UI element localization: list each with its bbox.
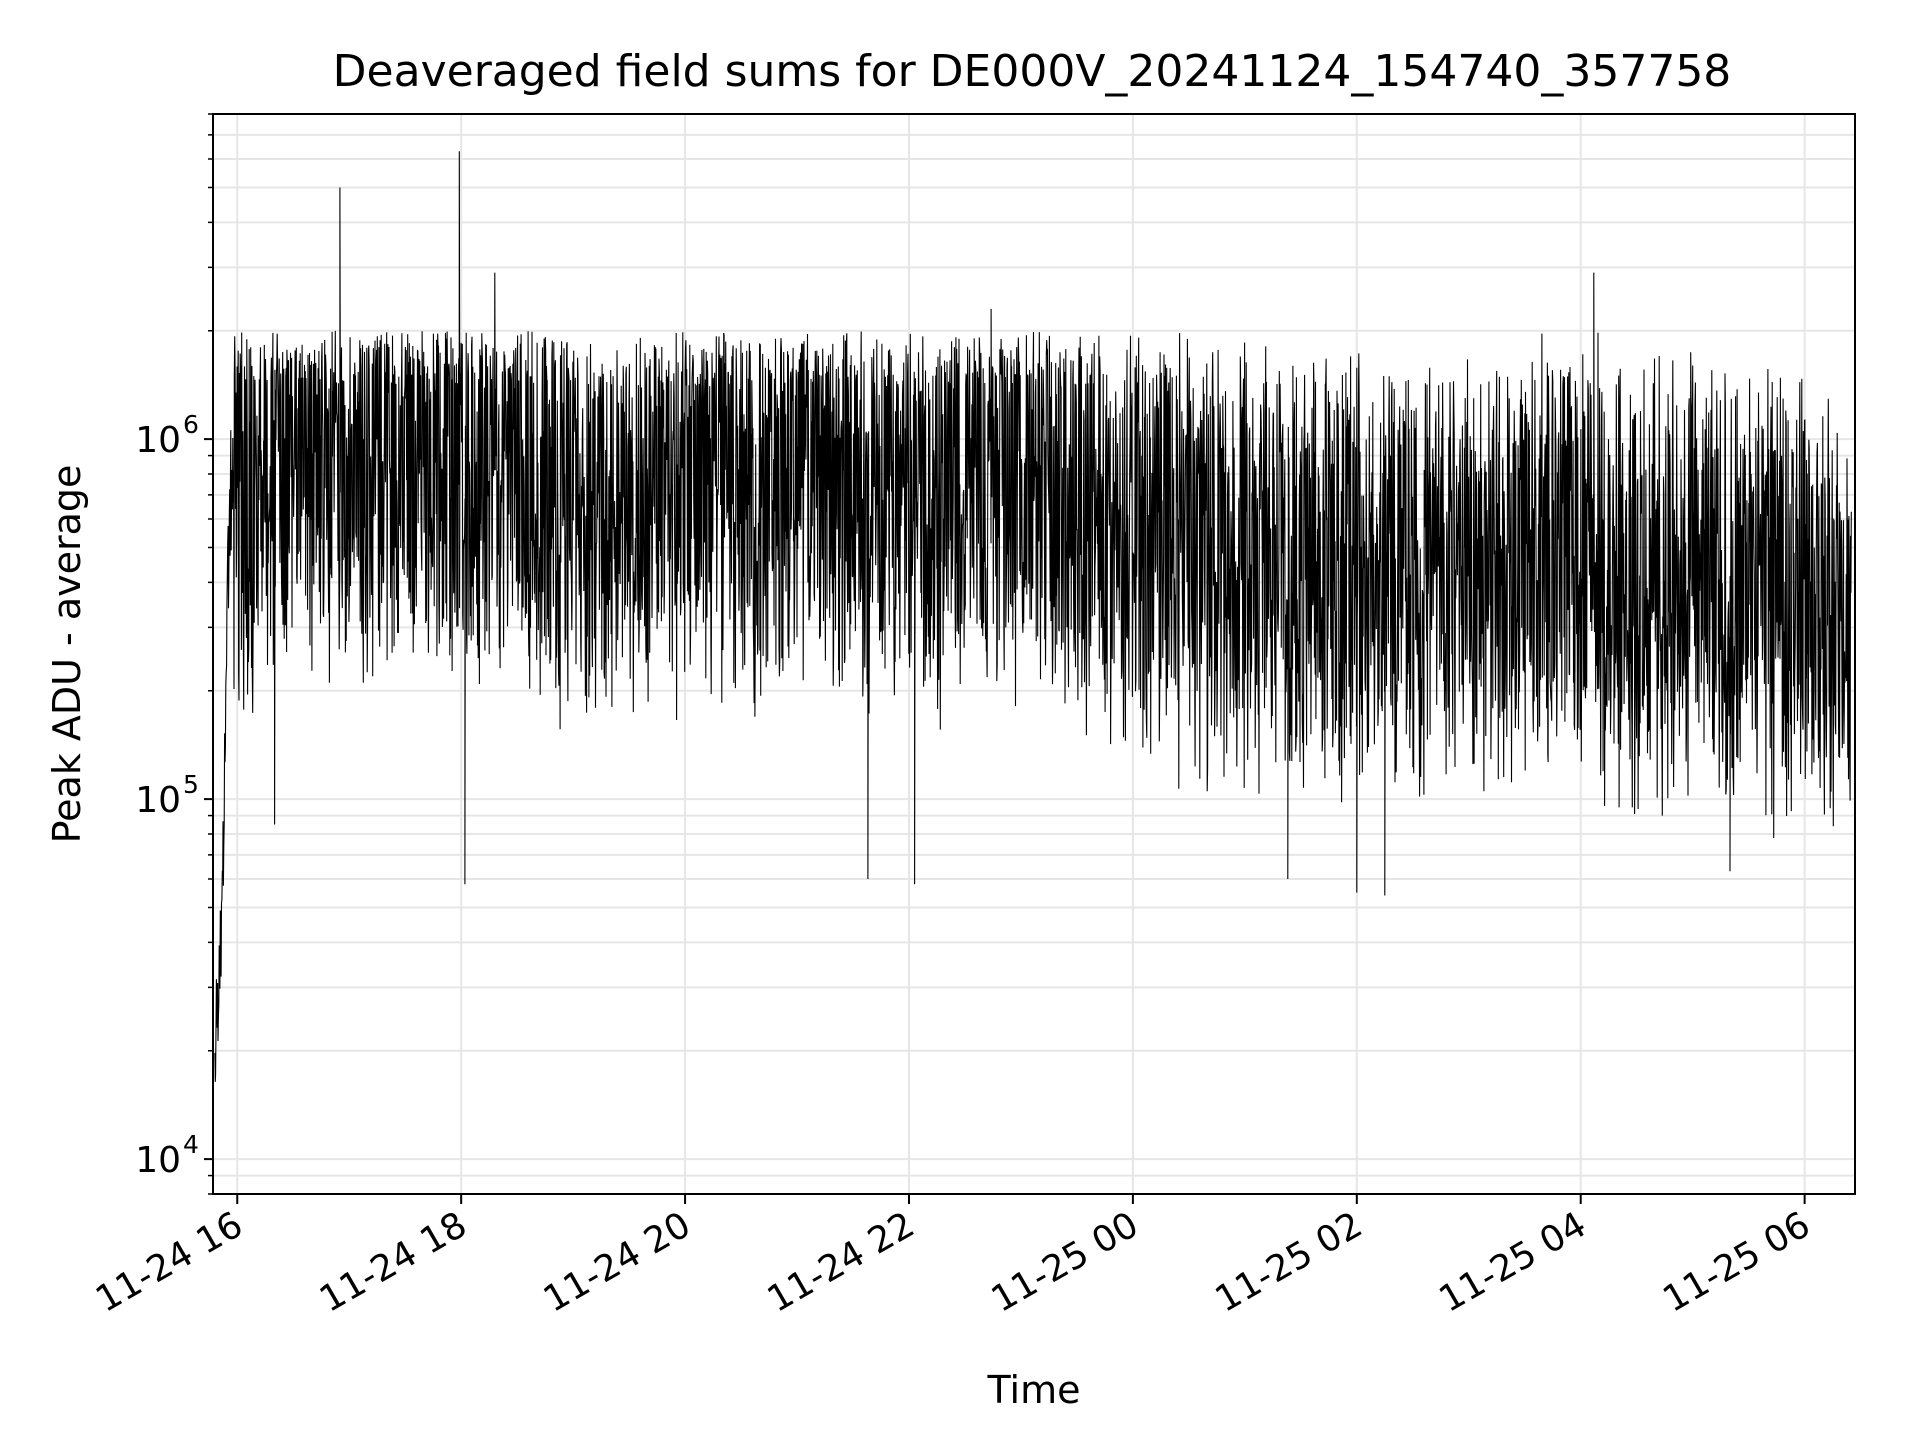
y-tick-label: 10 [135,780,181,821]
series-path [214,151,1852,1082]
chart-title: Deaveraged field sums for DE000V_2024112… [333,46,1732,97]
y-tick-exponent: 5 [183,770,199,799]
series-line [214,151,1852,1082]
y-axis-label: Peak ADU - average [45,465,89,844]
y-tick-label: 10 [135,420,181,461]
y-tick-label: 10 [135,1140,181,1181]
plot-frame [212,113,1856,1195]
y-tick-exponent: 6 [183,410,199,439]
y-tick-exponent: 4 [183,1130,199,1159]
x-axis-label: Time [987,1368,1081,1412]
